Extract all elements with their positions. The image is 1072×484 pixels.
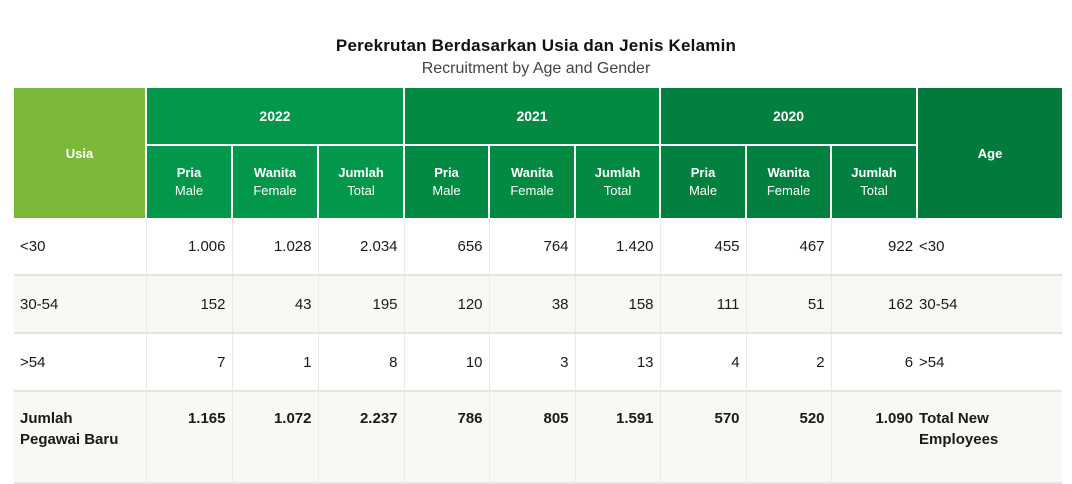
row-usia-label: >54 [14, 333, 147, 392]
header-label-id: Wanita [510, 165, 554, 180]
total-age-line1: Total New [919, 410, 989, 427]
total-cell-value: 1.090 [831, 391, 918, 484]
header-label-en: Female [766, 183, 811, 198]
header-female-2022: Wanita Female [232, 145, 319, 218]
cell-value: 656 [404, 218, 490, 276]
header-label-id: Jumlah [338, 165, 384, 180]
total-cell-value: 2.237 [318, 391, 405, 484]
cell-value: 111 [660, 275, 747, 334]
header-label-id: Pria [434, 165, 459, 180]
cell-value: 162 [831, 275, 918, 334]
header-label-id: Wanita [253, 165, 297, 180]
table-row: >54 7 1 8 10 3 13 4 2 6 >54 [14, 333, 1063, 392]
cell-value: 10 [404, 333, 490, 392]
header-age: Age [917, 88, 1063, 218]
cell-value: 6 [831, 333, 918, 392]
header-row-gender: Pria Male Wanita Female Jumlah Total Pria Ma… [14, 145, 1062, 218]
header-label-en: Total [347, 183, 375, 198]
cell-value: 1.006 [146, 218, 233, 276]
cell-value: 51 [746, 275, 832, 334]
header-female-2020: Wanita Female [746, 145, 833, 218]
total-usia-line2: Pegawai Baru [20, 431, 119, 448]
header-label-id: Jumlah [851, 165, 897, 180]
cell-value: 8 [318, 333, 405, 392]
total-usia-label: Jumlah Pegawai Baru [14, 391, 147, 484]
table-title: Perekrutan Berdasarkan Usia dan Jenis Ke… [335, 36, 737, 55]
row-age-label: >54 [917, 333, 1063, 392]
cell-value: 120 [404, 275, 490, 334]
cell-value: 1.420 [575, 218, 661, 276]
header-total-2020: Jumlah Total [831, 145, 919, 218]
header-usia: Usia [14, 88, 147, 218]
header-label-id: Wanita [767, 165, 810, 180]
header-year-2020: 2020 [660, 88, 919, 146]
header-label-id: Pria [690, 165, 716, 180]
cell-value: 922 [831, 218, 918, 276]
row-age-label: 30-54 [917, 275, 1063, 334]
header-male-2021: Pria Male [404, 145, 491, 218]
total-row: Jumlah Pegawai Baru 1.165 1.072 2.237 786… [14, 391, 1063, 484]
header-label-en: Female [510, 183, 554, 198]
cell-value: 3 [489, 333, 576, 392]
cell-value: 152 [146, 275, 233, 334]
header-year-2022: 2022 [146, 88, 406, 146]
cell-value: 7 [146, 333, 233, 392]
header-total-2021: Jumlah Total [575, 145, 662, 218]
cell-value: 43 [232, 275, 319, 334]
header-total-2022: Jumlah Total [318, 145, 406, 218]
header-label-id: Pria [176, 165, 202, 180]
total-cell-value: 1.165 [146, 391, 233, 484]
total-usia-line1: Jumlah [20, 410, 73, 427]
header-year-2021: 2021 [404, 88, 662, 146]
cell-value: 1.028 [232, 218, 319, 276]
table-subtitle: Recruitment by Age and Gender [421, 60, 651, 77]
total-cell-value: 805 [489, 391, 576, 484]
row-age-label: <30 [917, 218, 1063, 276]
header-label-id: Jumlah [594, 165, 641, 180]
cell-value: 38 [489, 275, 576, 334]
cell-value: 158 [575, 275, 661, 334]
table-row: 30-54 152 43 195 120 38 158 111 51 162 3… [14, 275, 1063, 334]
header-male-2022: Pria Male [146, 145, 233, 218]
header-label-en: Total [603, 183, 632, 198]
cell-value: 195 [318, 275, 405, 334]
total-cell-value: 570 [660, 391, 747, 484]
recruitment-table: Usia 2022 2021 2020 Age Pria Male Wanita F… [14, 88, 1063, 484]
header-label-en: Total [860, 183, 888, 198]
header-label-en: Female [253, 183, 297, 198]
row-usia-label: <30 [14, 218, 147, 276]
header-label-en: Male [174, 183, 204, 198]
total-cell-value: 1.591 [575, 391, 661, 484]
cell-value: 2 [746, 333, 832, 392]
cell-value: 13 [575, 333, 661, 392]
total-age-line2: Employees [919, 431, 999, 448]
header-female-2021: Wanita Female [489, 145, 577, 218]
header-label-en: Male [432, 183, 461, 198]
cell-value: 1 [232, 333, 319, 392]
cell-value: 455 [660, 218, 747, 276]
cell-value: 764 [489, 218, 576, 276]
header-row-years: Usia 2022 2021 2020 Age [14, 88, 1063, 218]
row-usia-label: 30-54 [14, 275, 147, 334]
total-age-label: Total New Employees [917, 391, 1063, 484]
table-row: <30 1.006 1.028 2.034 656 764 1.420 455 … [14, 218, 1063, 276]
header-label-en: Male [688, 183, 718, 198]
total-cell-value: 520 [746, 391, 832, 484]
cell-value: 467 [746, 218, 832, 276]
total-cell-value: 786 [404, 391, 490, 484]
cell-value: 4 [660, 333, 747, 392]
header-male-2020: Pria Male [660, 145, 748, 218]
cell-value: 2.034 [318, 218, 405, 276]
total-cell-value: 1.072 [232, 391, 319, 484]
